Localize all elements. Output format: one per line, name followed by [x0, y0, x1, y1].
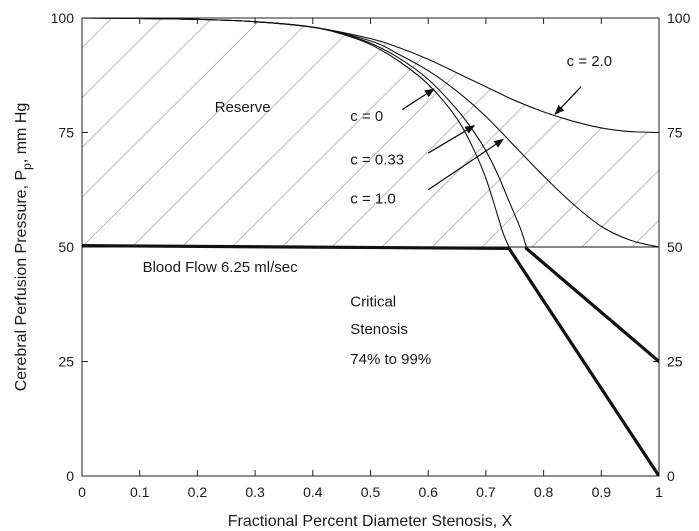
hatch-line	[82, 18, 163, 247]
x-tick-label: 0.4	[303, 484, 323, 500]
series-line-c-2-0	[82, 18, 659, 134]
y-axis-label-tail: , mm Hg	[13, 103, 30, 163]
series-line-c-0	[82, 18, 510, 248]
y-tick-label-left: 50	[58, 239, 74, 255]
x-tick-label: 0.5	[361, 484, 381, 500]
y-tick-label-left: 100	[51, 10, 75, 26]
arrow-c033-icon	[427, 125, 476, 154]
series-line-c-0-33	[82, 18, 527, 248]
annotation-critical-1: Critical	[350, 294, 396, 311]
y-tick-label-right: 25	[667, 354, 683, 370]
y-axis-label: Cerebral Perfusion Pressure, Pp, mm Hg	[13, 103, 34, 392]
x-tick-label: 0.8	[534, 484, 554, 500]
hatch-line	[431, 18, 659, 247]
hatch-line	[131, 18, 363, 247]
y-axis-label-main: Cerebral Perfusion Pressure, P	[13, 170, 30, 391]
hatch-line	[0, 18, 62, 247]
hatch-line	[682, 18, 699, 247]
y-tick-label-right: 100	[667, 10, 691, 26]
hatch-line	[581, 18, 659, 247]
y-tick-label-left: 25	[58, 354, 74, 370]
x-tick-label: 1	[655, 484, 663, 500]
annotation-blood-flow: Blood Flow 6.25 ml/sec	[143, 259, 299, 276]
annotation-c20: c = 2.0	[567, 53, 612, 70]
hatch-line	[0, 18, 12, 247]
hatch-line	[82, 18, 213, 247]
hatch-line	[82, 18, 263, 247]
hatch-line	[181, 18, 413, 247]
annotation-critical-3: 74% to 99%	[350, 351, 431, 368]
x-tick-label: 0.7	[476, 484, 496, 500]
x-tick-label: 0.9	[592, 484, 612, 500]
hatch-line	[82, 18, 313, 247]
y-tick-label-left: 0	[66, 468, 74, 484]
arrow-c20-icon	[554, 86, 582, 115]
series-line-blood-flow-6-25-ml-sec	[82, 244, 511, 250]
hatch-line	[481, 18, 659, 247]
x-tick-label: 0	[78, 484, 86, 500]
arrow-c10-icon	[427, 138, 505, 191]
x-tick-label: 0.2	[188, 484, 208, 500]
y-tick-label-right: 0	[667, 468, 675, 484]
annotation-c10: c = 1.0	[350, 190, 395, 207]
y-tick-label-right: 75	[667, 125, 683, 141]
annotation-c0: c = 0	[350, 108, 383, 125]
hatch-line	[281, 18, 513, 247]
y-axis-label-sub: p	[20, 163, 34, 170]
annotation-reserve: Reserve	[215, 99, 271, 116]
arrow-c0-icon	[401, 88, 435, 111]
annotation-c033: c = 0.33	[350, 152, 404, 169]
x-tick-label: 0.6	[418, 484, 438, 500]
hatch-line	[331, 18, 563, 247]
series-line-thick-6	[507, 246, 659, 476]
y-tick-label-right: 50	[667, 239, 683, 255]
y-tick-label-left: 75	[58, 125, 74, 141]
hatch-line	[231, 18, 463, 247]
x-tick-label: 0.1	[130, 484, 150, 500]
annotation-critical-2: Stenosis	[350, 321, 408, 338]
series-line-thick-7	[524, 246, 659, 364]
x-tick-label: 0.3	[245, 484, 265, 500]
x-axis-label: Fractional Percent Diameter Stenosis, X	[228, 513, 513, 530]
